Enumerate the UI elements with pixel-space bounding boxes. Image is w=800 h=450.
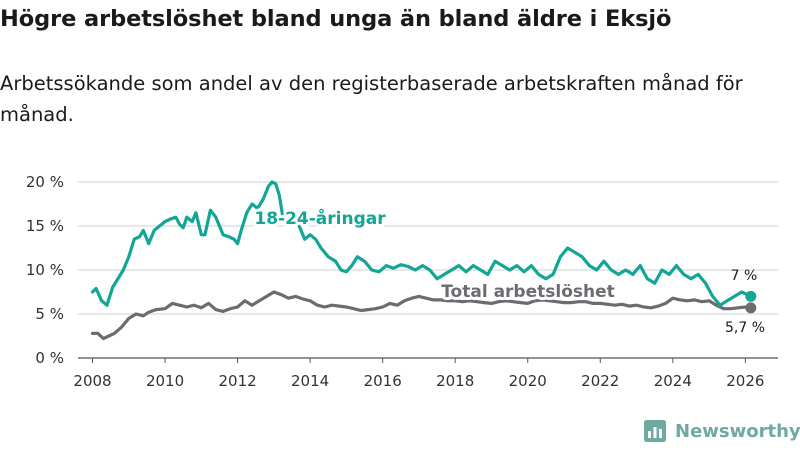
end-marker-young <box>745 290 757 302</box>
x-tick-label: 2026 <box>726 372 764 390</box>
y-tick-label: 20 % <box>26 173 64 191</box>
series-lines <box>90 180 757 341</box>
series-line-young <box>90 180 753 307</box>
end-label-total: 5,7 % <box>725 320 765 336</box>
chart-subtitle: Arbetssökande som andel av den registerb… <box>0 72 743 126</box>
x-tick-label: 2008 <box>73 372 111 390</box>
x-tick-label: 2024 <box>654 372 692 390</box>
series-labels: 18-24-åringar Total arbetslöshet 7 % 5,7… <box>251 204 765 336</box>
brand-name: Newsworthy <box>675 420 800 442</box>
x-tick-label: 2022 <box>581 372 619 390</box>
y-tick-label: 15 % <box>26 217 64 235</box>
y-tick-label: 10 % <box>26 261 64 279</box>
chart-title: Högre arbetslöshet bland unga än bland ä… <box>0 6 672 32</box>
x-tick-label: 2014 <box>291 372 329 390</box>
y-tick-label: 0 % <box>35 349 64 367</box>
series-label-young: 18-24-åringar <box>254 207 386 229</box>
y-tick-label: 5 % <box>35 305 64 323</box>
x-tick-label: 2020 <box>509 372 547 390</box>
x-tick-label: 2018 <box>436 372 474 390</box>
x-tick-label: 2010 <box>146 372 184 390</box>
series-label-total: Total arbetslöshet <box>441 282 615 302</box>
end-label-young: 7 % <box>731 268 758 284</box>
bar-chart-icon <box>644 420 666 442</box>
x-axis-ticks: 2008 2010 2012 2014 2016 2018 2020 2022 2024 2026 <box>73 358 764 390</box>
x-tick-label: 2012 <box>218 372 256 390</box>
y-axis-ticks: 0 % 5 % 10 % 15 % 20 % <box>26 173 64 367</box>
series-line-total <box>90 290 753 341</box>
end-marker-total <box>745 302 757 314</box>
newsworthy-logo: Newsworthy <box>644 420 800 442</box>
x-tick-label: 2016 <box>364 372 402 390</box>
